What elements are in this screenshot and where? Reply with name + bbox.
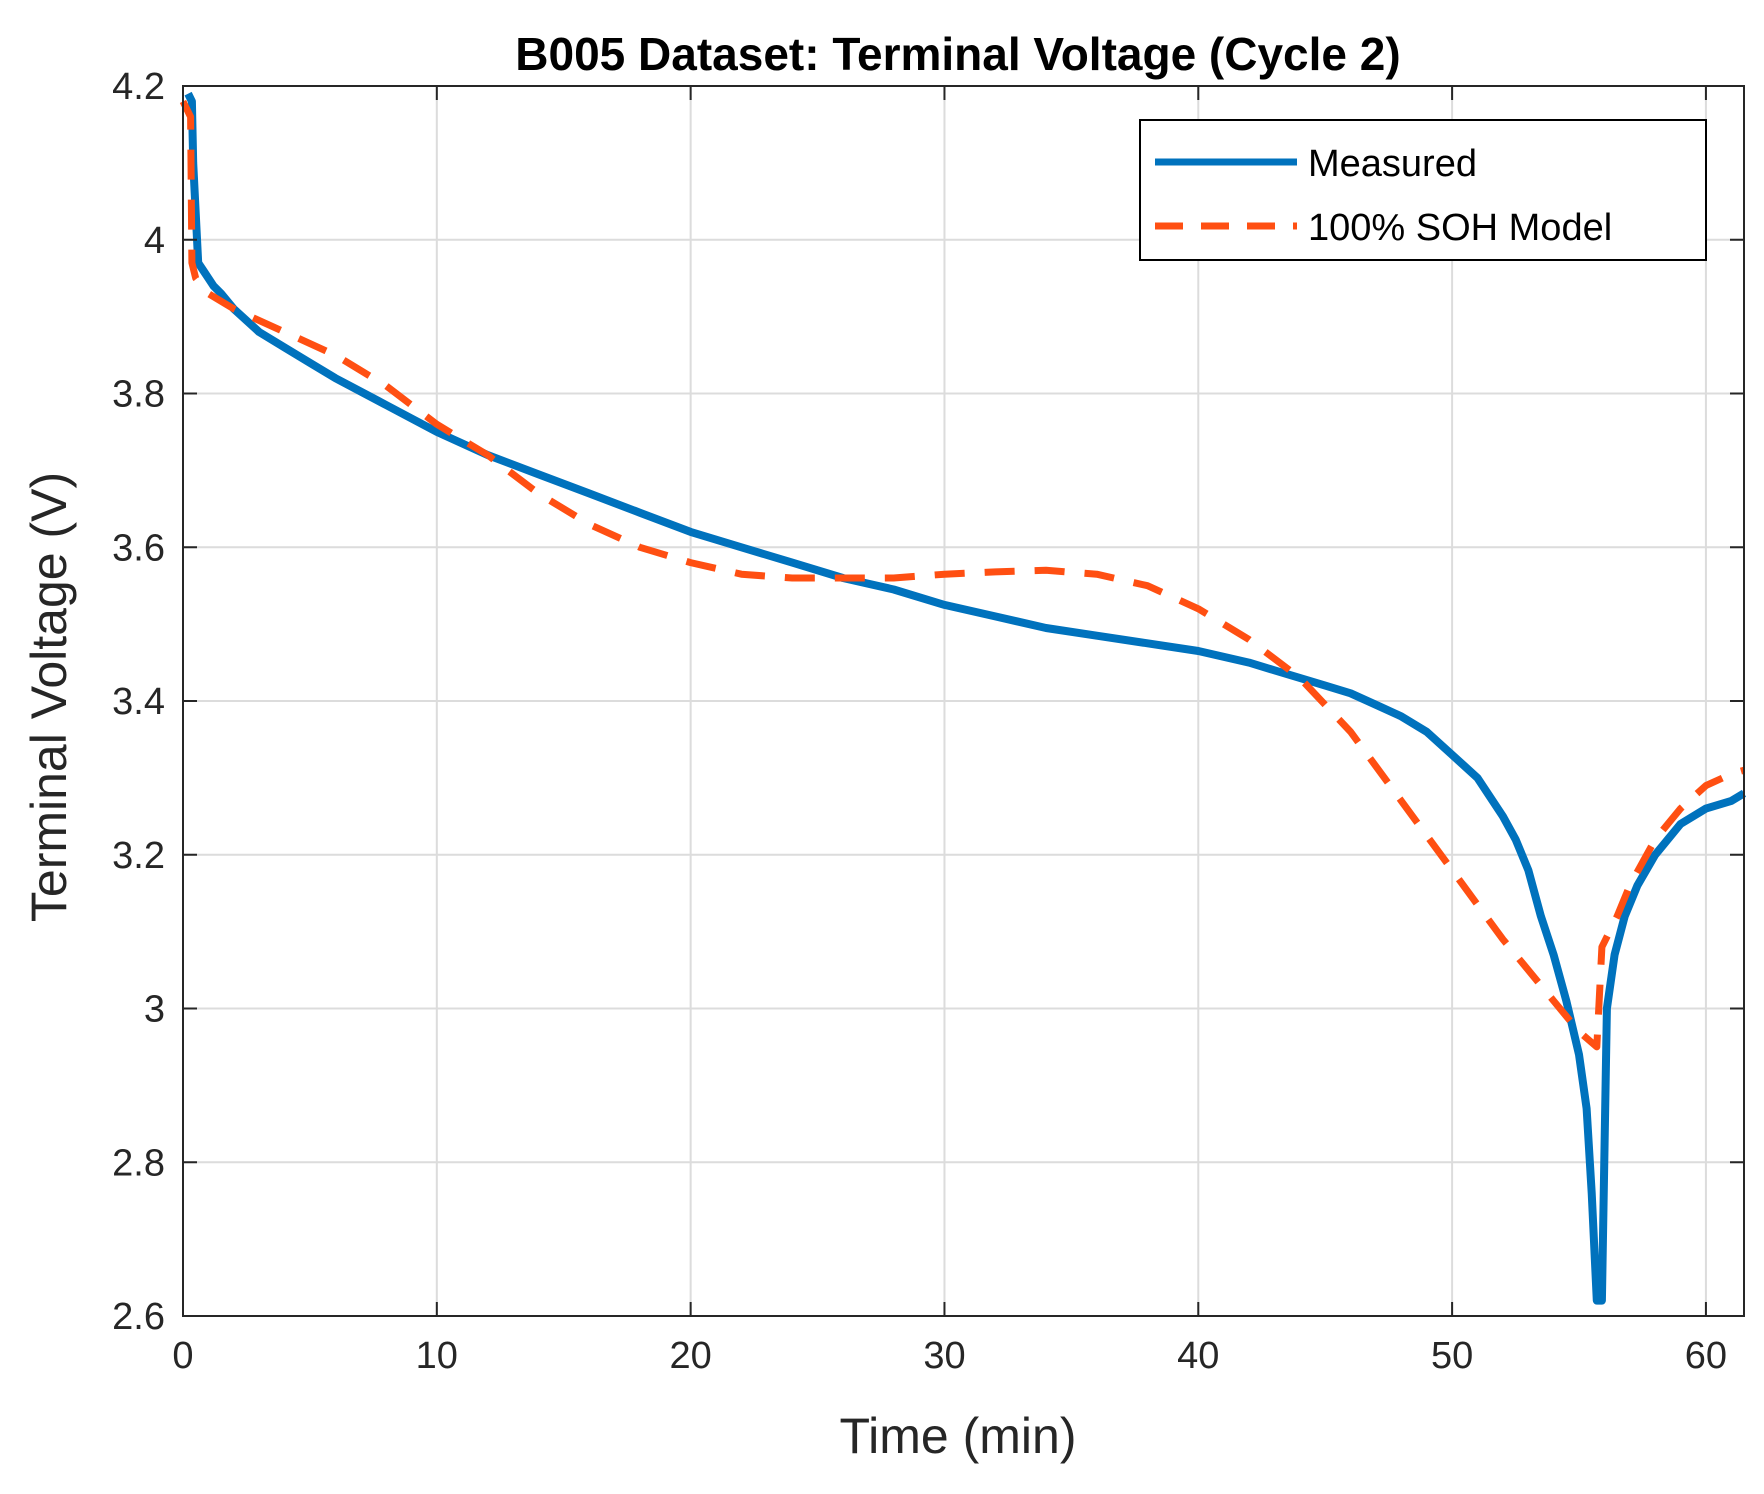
x-tick-label: 0 — [172, 1335, 193, 1377]
y-tick-label: 2.6 — [112, 1296, 165, 1338]
grid-layer — [182, 85, 1744, 1317]
y-tick-label: 3.8 — [112, 374, 165, 416]
y-tick-label: 3 — [144, 989, 165, 1031]
series-line-model — [179, 99, 1746, 1051]
x-tick-label: 60 — [1685, 1335, 1727, 1377]
legend-label-model: 100% SOH Model — [1308, 207, 1612, 249]
legend: Measured 100% SOH Model — [1139, 119, 1707, 261]
x-tick-label: 50 — [1431, 1335, 1473, 1377]
y-tick-label: 3.6 — [112, 527, 165, 569]
y-axis-label: Terminal Voltage (V) — [21, 472, 77, 922]
y-tick-label: 3.2 — [112, 835, 165, 877]
chart-title: B005 Dataset: Terminal Voltage (Cycle 2) — [515, 28, 1400, 80]
x-axis-label: Time (min) — [839, 1408, 1076, 1464]
x-tick-label: 30 — [923, 1335, 965, 1377]
y-tick-label: 4.2 — [112, 66, 165, 108]
legend-box — [1139, 119, 1707, 261]
legend-label-measured: Measured — [1308, 143, 1477, 185]
series-layer — [179, 91, 1747, 1305]
y-tick-label: 4 — [144, 220, 165, 262]
x-tick-label: 20 — [670, 1335, 712, 1377]
x-tick-label: 40 — [1177, 1335, 1219, 1377]
tick-layer: 0 10 20 30 40 50 60 2.6 2.8 3 3.2 3.4 3.6 3.8 4 4.2 — [112, 66, 1744, 1377]
series-line-measured — [184, 91, 1747, 1305]
x-tick-label: 10 — [416, 1335, 458, 1377]
y-tick-label: 2.8 — [112, 1142, 165, 1184]
y-tick-label: 3.4 — [112, 681, 165, 723]
